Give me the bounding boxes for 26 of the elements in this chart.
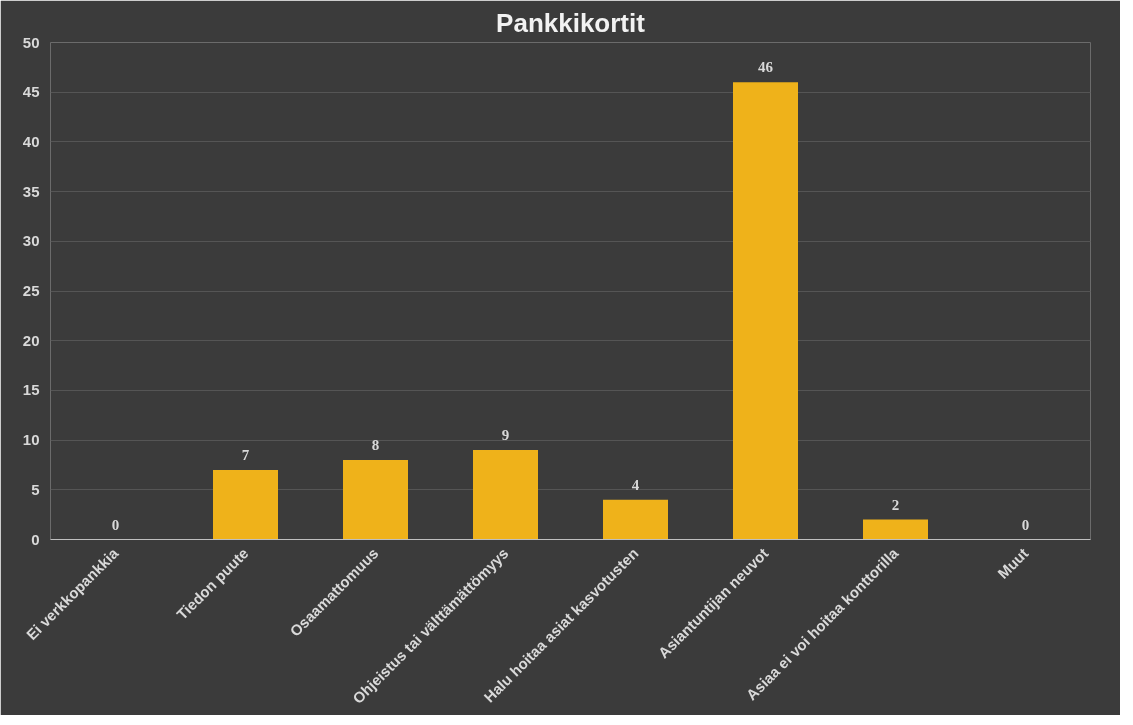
y-tick-label: 5 (31, 480, 40, 498)
bar (473, 450, 538, 540)
data-label: 46 (758, 59, 774, 76)
data-label: 9 (501, 427, 510, 444)
data-label: 2 (891, 496, 900, 513)
data-label: 7 (241, 446, 250, 463)
data-label: 0 (111, 516, 120, 533)
y-tick-label: 10 (22, 431, 40, 449)
data-label: 4 (631, 476, 640, 493)
y-tick-label: 40 (22, 132, 40, 150)
data-label: 0 (1021, 516, 1030, 533)
y-tick-label: 30 (22, 232, 40, 250)
y-tick-label: 20 (22, 331, 40, 349)
y-tick-label: 25 (22, 282, 40, 299)
bar (733, 82, 798, 540)
bar (213, 469, 278, 540)
y-tick-label: 45 (22, 83, 40, 101)
bar (343, 459, 408, 540)
y-tick-label: 50 (22, 33, 40, 51)
bar (863, 519, 928, 540)
bar (603, 499, 668, 540)
y-tick-label: 0 (31, 530, 40, 548)
data-label: 8 (371, 436, 380, 453)
y-tick-label: 35 (22, 182, 40, 200)
chart-title: Pankkikortit (496, 7, 646, 38)
y-tick-label: 15 (22, 381, 40, 399)
